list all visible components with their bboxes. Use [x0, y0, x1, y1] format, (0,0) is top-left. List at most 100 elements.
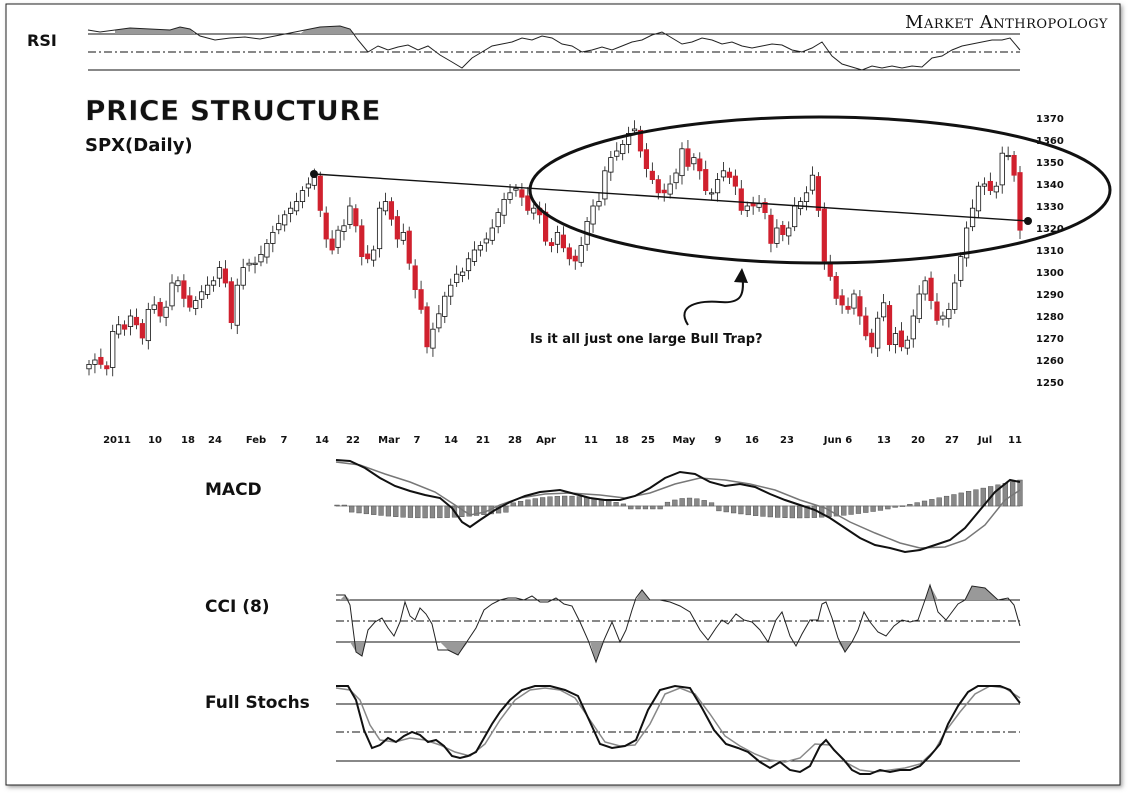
macd-histogram-bar [540, 497, 546, 507]
candle-body [821, 208, 827, 262]
candle-body [127, 315, 134, 327]
candle-body [975, 185, 982, 212]
x-tick-label: 7 [414, 435, 421, 446]
macd-panel [334, 459, 1023, 554]
candle [857, 290, 863, 325]
chart-title: PRICE STRUCTURE [85, 94, 381, 127]
macd-histogram-bar [437, 505, 443, 519]
x-tick-label: 11 [1008, 435, 1022, 446]
macd-histogram-bar [708, 502, 715, 507]
candle-body [121, 324, 128, 330]
candle-body [797, 201, 804, 210]
price-y-axis: 1250 1260 1270 1280 1290 1300 1310 1320 1330 1340… [1036, 114, 1064, 389]
candlestick-series [86, 120, 1023, 377]
candle-body [958, 256, 964, 281]
candle [442, 291, 448, 324]
candle-body [459, 271, 466, 276]
candle-body [643, 149, 650, 169]
candle [477, 241, 483, 257]
candle-body [477, 245, 483, 251]
candle-body [436, 313, 442, 329]
candle-body [1017, 172, 1023, 231]
candle-body [952, 282, 958, 310]
candle [975, 181, 982, 218]
macd-histogram-bar [473, 505, 480, 516]
macd-histogram-bar [804, 505, 810, 519]
macd-histogram [334, 479, 1023, 519]
candle [851, 289, 857, 315]
candle-body [86, 363, 92, 370]
macd-histogram-bar [657, 505, 663, 510]
candle-body [299, 190, 306, 203]
candle-body [886, 305, 893, 346]
macd-histogram-bar [613, 502, 619, 507]
candle [875, 311, 881, 357]
candle-body [655, 179, 661, 194]
candle-body [946, 308, 952, 320]
macd-histogram-bar [951, 494, 957, 507]
candle [199, 285, 205, 309]
macd-histogram-bar [730, 505, 737, 514]
candle [116, 316, 122, 339]
candle-body [264, 242, 270, 258]
x-tick-label: 18 [615, 435, 629, 446]
macd-signal-line [335, 461, 1021, 549]
candle-body [228, 281, 234, 323]
candle-body [726, 171, 733, 178]
x-tick-label: 22 [346, 435, 360, 446]
x-tick-label: 14 [315, 435, 329, 446]
candle-body [507, 192, 513, 200]
candle [240, 258, 246, 290]
candle-body [898, 330, 905, 348]
candle [376, 201, 383, 258]
candle-body [993, 185, 999, 193]
candle [495, 208, 501, 234]
macd-histogram-bar [943, 495, 950, 507]
candle [412, 259, 418, 299]
candle [388, 197, 395, 226]
macd-histogram-bar [921, 500, 928, 507]
candle-body [353, 208, 359, 227]
candle [697, 152, 703, 180]
candle-body [637, 129, 644, 152]
stoch-d-line [335, 685, 1021, 773]
candle [786, 221, 792, 245]
candle-body [465, 258, 472, 272]
date-x-axis: 2011 10 18 24 Feb 7 14 22 Mar 7 14 21 28 Apr 11 18 25 May… [103, 435, 1022, 446]
candle-body [371, 249, 377, 261]
candle [946, 302, 952, 328]
macd-histogram-bar [363, 505, 369, 515]
y-tick-label: 1350 [1036, 158, 1064, 169]
x-tick-label: 10 [148, 435, 162, 446]
candle [726, 167, 733, 184]
macd-line [335, 459, 1021, 554]
candle-body [910, 315, 916, 340]
candle-body [258, 253, 264, 263]
candle [1017, 165, 1023, 239]
candle [952, 274, 958, 314]
macd-histogram-bar [855, 505, 862, 514]
highlight-ellipse [528, 115, 1112, 265]
candle [987, 172, 993, 195]
rsi-label: RSI [27, 31, 57, 50]
candle [133, 308, 140, 330]
candle-body [234, 284, 240, 326]
macd-histogram-bar [833, 505, 839, 517]
candle-body [756, 203, 762, 208]
candle-body [608, 157, 614, 173]
y-tick-label: 1330 [1036, 202, 1064, 213]
macd-histogram-bar [606, 500, 612, 507]
x-tick-label: 24 [208, 435, 222, 446]
macd-histogram-bar [525, 499, 531, 507]
candle [264, 239, 270, 264]
candle-body [341, 225, 347, 232]
candle-body [803, 192, 810, 203]
x-tick-label: 20 [911, 435, 925, 446]
candle [483, 232, 489, 252]
candle-body [934, 301, 940, 321]
candle [525, 187, 531, 215]
candle-body [483, 238, 489, 244]
candle-body [667, 183, 673, 195]
candle-body [495, 212, 501, 228]
candle [993, 181, 999, 199]
